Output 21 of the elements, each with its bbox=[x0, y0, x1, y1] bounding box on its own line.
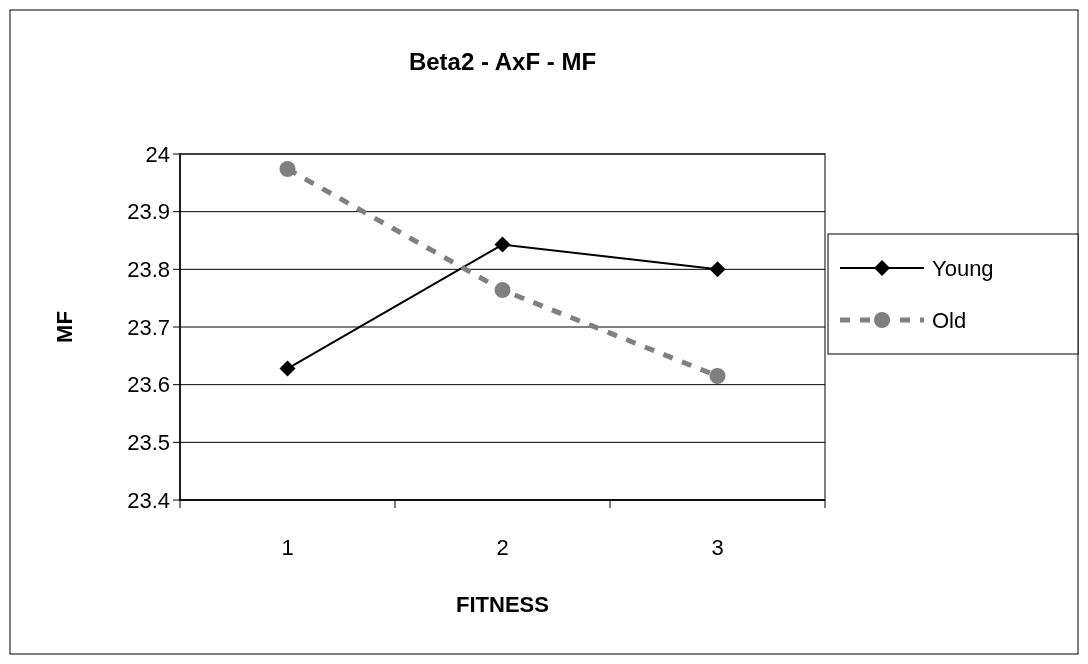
point bbox=[494, 236, 511, 253]
point bbox=[709, 368, 726, 385]
y-tick-label: 23.8 bbox=[127, 257, 170, 283]
point bbox=[494, 282, 511, 299]
y-tick-label: 23.6 bbox=[127, 372, 170, 398]
point bbox=[709, 261, 726, 278]
y-tick-label: 23.9 bbox=[127, 199, 170, 225]
x-tick-label: 2 bbox=[496, 535, 509, 560]
chart-title: Beta2 - AxF - MF bbox=[408, 48, 597, 75]
point bbox=[279, 160, 296, 177]
x-tick-label: 3 bbox=[711, 535, 724, 560]
y-tick-label: 23.7 bbox=[127, 314, 170, 340]
x-axis-title: FITNESS bbox=[456, 592, 549, 617]
legend-label: Old bbox=[932, 307, 967, 333]
y-tick-label: 23.4 bbox=[127, 487, 170, 513]
point bbox=[279, 360, 296, 377]
x-tick-label: 1 bbox=[281, 535, 294, 560]
y-tick-label: 23.5 bbox=[127, 430, 170, 456]
legend-label: Young bbox=[932, 255, 994, 281]
y-tick-label: 24 bbox=[145, 141, 170, 167]
y-axis-title: MF bbox=[52, 311, 77, 343]
